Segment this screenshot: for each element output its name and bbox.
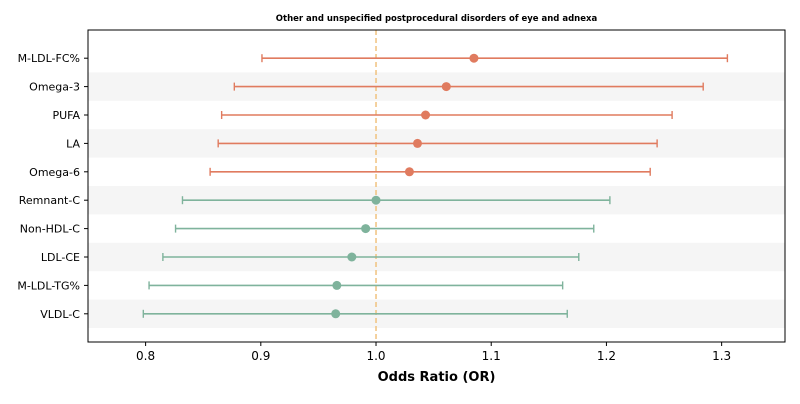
x-axis: 0.8 0.9 1.0 1.1 1.2 1.3 — [136, 342, 731, 363]
forest-row — [181, 195, 611, 205]
y-tick-label: M-LDL-TG% — [17, 279, 80, 292]
or-point — [371, 195, 381, 205]
x-tick-label: 1.0 — [366, 349, 385, 363]
y-axis: M-LDL-FC% Omega-3 PUFA LA Omega-6 Remnant-C No… — [17, 52, 88, 321]
or-point — [332, 280, 342, 290]
y-tick-label: LA — [66, 137, 80, 150]
or-point — [469, 53, 479, 63]
y-tick-label: VLDL-C — [40, 308, 80, 321]
chart-title: Other and unspecified postprocedural dis… — [276, 14, 598, 24]
x-tick-label: 0.9 — [251, 349, 270, 363]
x-tick-label: 1.2 — [597, 349, 616, 363]
forest-row — [217, 138, 658, 148]
or-point — [361, 224, 371, 234]
or-point — [347, 252, 357, 262]
or-point — [421, 110, 431, 120]
y-tick-label: Omega-3 — [29, 81, 80, 94]
or-point — [331, 309, 341, 319]
forest-row — [209, 167, 651, 177]
forest-row — [261, 53, 729, 63]
forest-row — [233, 82, 704, 92]
y-tick-label: M-LDL-FC% — [18, 52, 80, 65]
y-tick-label: PUFA — [52, 109, 80, 122]
data-rows — [142, 53, 729, 319]
forest-row — [174, 224, 595, 234]
x-tick-label: 1.3 — [712, 349, 731, 363]
y-tick-label: Remnant-C — [19, 194, 81, 207]
forest-row — [142, 309, 568, 319]
x-tick-label: 1.1 — [482, 349, 501, 363]
forest-row — [148, 280, 564, 290]
plot-frame — [87, 29, 786, 343]
y-tick-label: Non-HDL-C — [20, 223, 81, 236]
forest-row — [162, 252, 580, 262]
y-tick-label: Omega-6 — [29, 166, 80, 179]
x-tick-label: 0.8 — [136, 349, 155, 363]
x-axis-label: Odds Ratio (OR) — [378, 370, 496, 385]
or-point — [404, 167, 414, 177]
y-tick-label: LDL-CE — [41, 251, 80, 264]
or-point — [412, 138, 422, 148]
forest-row — [220, 110, 673, 120]
or-point — [441, 82, 451, 92]
